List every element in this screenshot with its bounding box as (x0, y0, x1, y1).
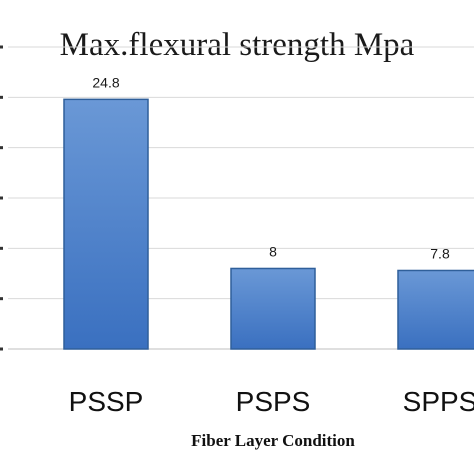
data-label-pssp: 24.8 (92, 74, 119, 90)
chart-title: Max.flexural strength Mpa (60, 27, 415, 63)
bar-psps (230, 267, 316, 350)
x-tick-label-spps: SPPS (403, 386, 474, 417)
bar-pssp (63, 98, 149, 350)
data-labels: 24.8 8 7.8 (92, 74, 450, 261)
x-tick-label-pssp: PSSP (69, 386, 144, 417)
x-axis-tick-labels: PSSP PSPS SPPS (69, 386, 474, 417)
x-tick-label-psps: PSPS (236, 386, 311, 417)
data-label-spps: 7.8 (430, 245, 450, 261)
x-axis-title: Fiber Layer Condition (191, 431, 355, 450)
y-axis-tick-marks (0, 45, 3, 351)
bars (63, 98, 474, 350)
data-label-psps: 8 (269, 243, 277, 259)
bar-spps (397, 269, 474, 350)
